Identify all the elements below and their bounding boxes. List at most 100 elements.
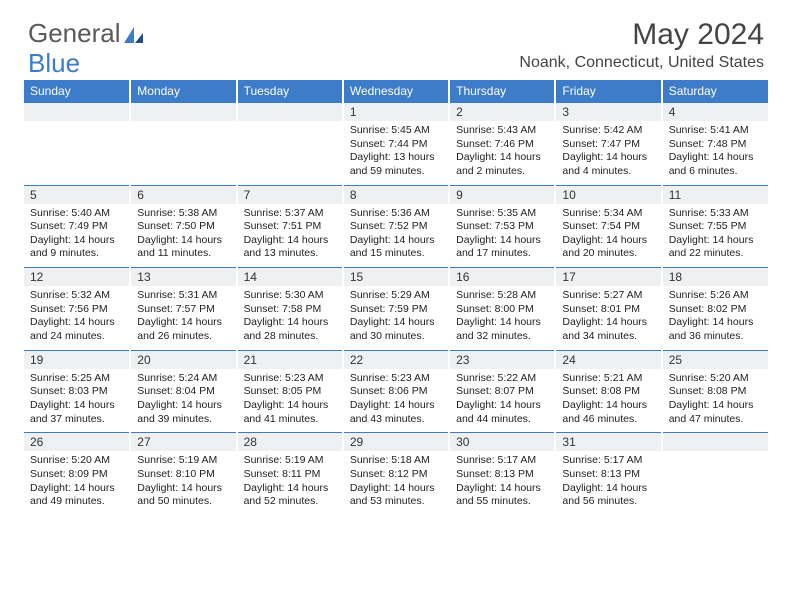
data-row: Sunrise: 5:25 AMSunset: 8:03 PMDaylight:… xyxy=(24,369,768,433)
daylight-line: Daylight: 14 hours and 32 minutes. xyxy=(456,316,548,343)
sunset-line: Sunset: 8:08 PM xyxy=(669,385,762,399)
sunrise-line: Sunrise: 5:45 AM xyxy=(350,124,442,138)
day-data: Sunrise: 5:45 AMSunset: 7:44 PMDaylight:… xyxy=(343,121,449,185)
sunset-line: Sunset: 7:57 PM xyxy=(137,303,229,317)
day-data: Sunrise: 5:19 AMSunset: 8:10 PMDaylight:… xyxy=(130,451,236,515)
sunrise-line: Sunrise: 5:21 AM xyxy=(562,372,654,386)
day-number: 20 xyxy=(130,350,236,369)
day-number: 8 xyxy=(343,185,449,204)
sunrise-line: Sunrise: 5:22 AM xyxy=(456,372,548,386)
sunrise-line: Sunrise: 5:18 AM xyxy=(350,454,442,468)
sunrise-line: Sunrise: 5:24 AM xyxy=(137,372,229,386)
sunrise-line: Sunrise: 5:33 AM xyxy=(669,207,762,221)
data-row: Sunrise: 5:45 AMSunset: 7:44 PMDaylight:… xyxy=(24,121,768,185)
day-data: Sunrise: 5:21 AMSunset: 8:08 PMDaylight:… xyxy=(555,369,661,433)
sunrise-line: Sunrise: 5:40 AM xyxy=(30,207,123,221)
daynum-row: 12131415161718 xyxy=(24,268,768,287)
daylight-line: Daylight: 14 hours and 55 minutes. xyxy=(456,482,548,509)
day-data: Sunrise: 5:41 AMSunset: 7:48 PMDaylight:… xyxy=(662,121,768,185)
sunset-line: Sunset: 8:13 PM xyxy=(456,468,548,482)
sunrise-line: Sunrise: 5:20 AM xyxy=(30,454,123,468)
daylight-line: Daylight: 14 hours and 37 minutes. xyxy=(30,399,123,426)
daylight-line: Daylight: 14 hours and 6 minutes. xyxy=(669,151,762,178)
daylight-line: Daylight: 14 hours and 2 minutes. xyxy=(456,151,548,178)
logo-text-1: General xyxy=(28,18,121,49)
day-data: Sunrise: 5:17 AMSunset: 8:13 PMDaylight:… xyxy=(555,451,661,515)
sunset-line: Sunset: 8:05 PM xyxy=(244,385,336,399)
day-data: Sunrise: 5:20 AMSunset: 8:08 PMDaylight:… xyxy=(662,369,768,433)
day-data: Sunrise: 5:27 AMSunset: 8:01 PMDaylight:… xyxy=(555,286,661,350)
sunrise-line: Sunrise: 5:19 AM xyxy=(244,454,336,468)
day-number xyxy=(237,103,343,122)
day-number: 26 xyxy=(24,433,130,452)
sunrise-line: Sunrise: 5:37 AM xyxy=(244,207,336,221)
day-number: 17 xyxy=(555,268,661,287)
day-number: 3 xyxy=(555,103,661,122)
day-header: Saturday xyxy=(662,80,768,103)
daylight-line: Daylight: 14 hours and 15 minutes. xyxy=(350,234,442,261)
day-number: 14 xyxy=(237,268,343,287)
day-data xyxy=(662,451,768,515)
day-data: Sunrise: 5:40 AMSunset: 7:49 PMDaylight:… xyxy=(24,204,130,268)
daynum-row: 19202122232425 xyxy=(24,350,768,369)
sunrise-line: Sunrise: 5:31 AM xyxy=(137,289,229,303)
day-header: Sunday xyxy=(24,80,130,103)
day-number: 22 xyxy=(343,350,449,369)
sunrise-line: Sunrise: 5:30 AM xyxy=(244,289,336,303)
location: Noank, Connecticut, United States xyxy=(519,54,764,72)
day-number: 10 xyxy=(555,185,661,204)
day-number: 5 xyxy=(24,185,130,204)
day-data: Sunrise: 5:19 AMSunset: 8:11 PMDaylight:… xyxy=(237,451,343,515)
data-row: Sunrise: 5:32 AMSunset: 7:56 PMDaylight:… xyxy=(24,286,768,350)
day-number xyxy=(130,103,236,122)
month-year: May 2024 xyxy=(519,18,764,52)
daylight-line: Daylight: 14 hours and 47 minutes. xyxy=(669,399,762,426)
sunset-line: Sunset: 8:11 PM xyxy=(244,468,336,482)
daylight-line: Daylight: 14 hours and 49 minutes. xyxy=(30,482,123,509)
day-data: Sunrise: 5:17 AMSunset: 8:13 PMDaylight:… xyxy=(449,451,555,515)
daylight-line: Daylight: 13 hours and 59 minutes. xyxy=(350,151,442,178)
logo-sail-icon xyxy=(123,25,145,45)
day-data: Sunrise: 5:28 AMSunset: 8:00 PMDaylight:… xyxy=(449,286,555,350)
sunrise-line: Sunrise: 5:42 AM xyxy=(562,124,654,138)
day-data: Sunrise: 5:43 AMSunset: 7:46 PMDaylight:… xyxy=(449,121,555,185)
sunset-line: Sunset: 7:48 PM xyxy=(669,138,762,152)
day-data: Sunrise: 5:38 AMSunset: 7:50 PMDaylight:… xyxy=(130,204,236,268)
day-data: Sunrise: 5:22 AMSunset: 8:07 PMDaylight:… xyxy=(449,369,555,433)
sunrise-line: Sunrise: 5:17 AM xyxy=(562,454,654,468)
day-number: 28 xyxy=(237,433,343,452)
day-data xyxy=(24,121,130,185)
sunset-line: Sunset: 8:06 PM xyxy=(350,385,442,399)
sunrise-line: Sunrise: 5:43 AM xyxy=(456,124,548,138)
daylight-line: Daylight: 14 hours and 17 minutes. xyxy=(456,234,548,261)
day-data: Sunrise: 5:23 AMSunset: 8:06 PMDaylight:… xyxy=(343,369,449,433)
day-data: Sunrise: 5:33 AMSunset: 7:55 PMDaylight:… xyxy=(662,204,768,268)
sunset-line: Sunset: 7:56 PM xyxy=(30,303,123,317)
sunset-line: Sunset: 8:10 PM xyxy=(137,468,229,482)
day-data: Sunrise: 5:20 AMSunset: 8:09 PMDaylight:… xyxy=(24,451,130,515)
sunset-line: Sunset: 7:53 PM xyxy=(456,220,548,234)
day-data: Sunrise: 5:23 AMSunset: 8:05 PMDaylight:… xyxy=(237,369,343,433)
day-data: Sunrise: 5:36 AMSunset: 7:52 PMDaylight:… xyxy=(343,204,449,268)
daylight-line: Daylight: 14 hours and 30 minutes. xyxy=(350,316,442,343)
day-number: 19 xyxy=(24,350,130,369)
daylight-line: Daylight: 14 hours and 53 minutes. xyxy=(350,482,442,509)
daylight-line: Daylight: 14 hours and 43 minutes. xyxy=(350,399,442,426)
header: General May 2024 Noank, Connecticut, Uni… xyxy=(0,0,792,74)
day-data: Sunrise: 5:25 AMSunset: 8:03 PMDaylight:… xyxy=(24,369,130,433)
daylight-line: Daylight: 14 hours and 13 minutes. xyxy=(244,234,336,261)
sunset-line: Sunset: 7:50 PM xyxy=(137,220,229,234)
sunset-line: Sunset: 8:07 PM xyxy=(456,385,548,399)
sunset-line: Sunset: 7:55 PM xyxy=(669,220,762,234)
day-number: 25 xyxy=(662,350,768,369)
daylight-line: Daylight: 14 hours and 22 minutes. xyxy=(669,234,762,261)
daylight-line: Daylight: 14 hours and 36 minutes. xyxy=(669,316,762,343)
day-header: Friday xyxy=(555,80,661,103)
day-number: 24 xyxy=(555,350,661,369)
day-number: 4 xyxy=(662,103,768,122)
day-data xyxy=(130,121,236,185)
day-header: Monday xyxy=(130,80,236,103)
day-number: 1 xyxy=(343,103,449,122)
sunset-line: Sunset: 8:12 PM xyxy=(350,468,442,482)
calendar-table: SundayMondayTuesdayWednesdayThursdayFrid… xyxy=(24,80,768,515)
